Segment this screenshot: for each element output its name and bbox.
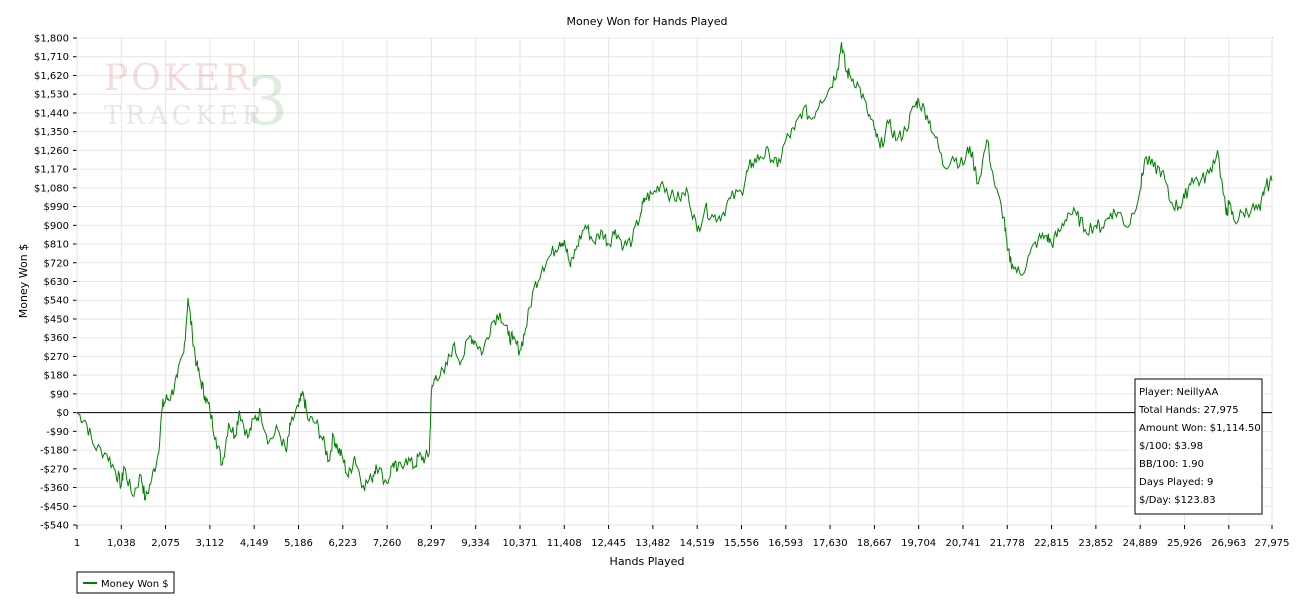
x-tick-label: 23,852 bbox=[1078, 538, 1113, 549]
stats-player: Player: NeillyAA bbox=[1139, 387, 1218, 398]
x-tick-label: 1,038 bbox=[107, 538, 136, 549]
y-tick-label: $0 bbox=[56, 408, 69, 419]
y-tick-label: -$450 bbox=[40, 502, 69, 513]
y-tick-label: $720 bbox=[44, 258, 69, 269]
logo-three-mark: 3 bbox=[246, 63, 288, 140]
x-tick-label: 22,815 bbox=[1034, 538, 1069, 549]
x-tick-label: 9,334 bbox=[461, 538, 490, 549]
x-tick-label: 8,297 bbox=[417, 538, 446, 549]
x-tick-label: 27,975 bbox=[1255, 538, 1290, 549]
x-tick-label: 18,667 bbox=[857, 538, 892, 549]
y-tick-label: $1,710 bbox=[34, 52, 69, 63]
legend-label: Money Won $ bbox=[101, 579, 169, 590]
money-won-line[interactable] bbox=[76, 42, 1273, 501]
x-tick-label: 16,593 bbox=[768, 538, 803, 549]
logo-poker-text: POKER bbox=[104, 58, 253, 99]
y-tick-label: $990 bbox=[44, 202, 69, 213]
stats-box: Player: NeillyAA Total Hands: 27,975 Amo… bbox=[1134, 378, 1263, 515]
x-tick-label: 24,889 bbox=[1123, 538, 1158, 549]
y-tick-label: -$270 bbox=[40, 464, 69, 475]
y-tick-label: $900 bbox=[44, 221, 69, 232]
stats-total-hands: Total Hands: 27,975 bbox=[1138, 405, 1239, 416]
y-tick-label: -$90 bbox=[46, 427, 69, 438]
y-tick-label: $1,440 bbox=[34, 108, 69, 119]
y-tick-label: $1,080 bbox=[34, 183, 69, 194]
y-tick-label: $540 bbox=[44, 296, 69, 307]
x-tick-label: 6,223 bbox=[328, 538, 357, 549]
y-tick-label: $1,350 bbox=[34, 127, 69, 138]
x-tick-label: 5,186 bbox=[284, 538, 313, 549]
stats-per-day: $/Day: $123.83 bbox=[1139, 495, 1216, 506]
y-axis-tick-labels: -$540 -$450 -$360 -$270 -$180 -$90 $0 $90 $180 $2… bbox=[34, 34, 69, 532]
logo-tracker-text: TRACKER bbox=[104, 101, 266, 131]
stats-amount-won: Amount Won: $1,114.50 bbox=[1139, 423, 1261, 434]
x-axis-title: Hands Played bbox=[610, 555, 685, 568]
y-tick-label: $630 bbox=[44, 277, 69, 288]
y-tick-label: $450 bbox=[44, 314, 69, 325]
x-tick-label: 10,371 bbox=[502, 538, 537, 549]
y-tick-label: $1,260 bbox=[34, 146, 69, 157]
x-tick-label: 26,963 bbox=[1211, 538, 1246, 549]
x-tick-label: 20,741 bbox=[945, 538, 980, 549]
y-tick-label: $1,530 bbox=[34, 90, 69, 101]
x-tick-label: 14,519 bbox=[680, 538, 715, 549]
x-tick-label: 13,482 bbox=[635, 538, 670, 549]
y-tick-label: $1,170 bbox=[34, 165, 69, 176]
y-tick-label: $1,620 bbox=[34, 71, 69, 82]
x-tick-label: 21,778 bbox=[990, 538, 1025, 549]
x-tick-label: 3,112 bbox=[196, 538, 225, 549]
x-tick-label: 4,149 bbox=[240, 538, 269, 549]
x-tick-label: 12,445 bbox=[591, 538, 626, 549]
x-tick-label: 2,075 bbox=[151, 538, 180, 549]
pokertracker-logo: POKER TRACKER 3 bbox=[104, 58, 288, 140]
grid-lines bbox=[73, 37, 1273, 529]
chart-title: Money Won for Hands Played bbox=[567, 15, 728, 28]
y-tick-label: $180 bbox=[44, 371, 69, 382]
x-tick-label: 17,630 bbox=[813, 538, 848, 549]
x-tick-label: 15,556 bbox=[724, 538, 759, 549]
x-tick-label: 25,926 bbox=[1167, 538, 1202, 549]
stats-bb-per-100: BB/100: 1.90 bbox=[1139, 459, 1204, 470]
y-tick-label: -$360 bbox=[40, 483, 69, 494]
y-tick-label: $1,800 bbox=[34, 34, 69, 45]
y-tick-label: -$180 bbox=[40, 446, 69, 457]
y-tick-label: $90 bbox=[50, 389, 69, 400]
x-axis-tick-labels: 1 1,038 2,075 3,112 4,149 5,186 6,223 7,260 8,29… bbox=[74, 538, 1290, 549]
stats-days-played: Days Played: 9 bbox=[1139, 477, 1213, 488]
legend[interactable]: Money Won $ bbox=[76, 571, 175, 594]
y-tick-label: -$540 bbox=[40, 521, 69, 532]
y-tick-label: $360 bbox=[44, 333, 69, 344]
stats-per-100: $/100: $3.98 bbox=[1139, 441, 1203, 452]
x-tick-label: 11,408 bbox=[547, 538, 582, 549]
x-tick-label: 7,260 bbox=[373, 538, 402, 549]
x-tick-label: 19,704 bbox=[901, 538, 936, 549]
y-axis-title: Money Won $ bbox=[17, 244, 30, 318]
y-tick-label: $270 bbox=[44, 352, 69, 363]
y-tick-label: $810 bbox=[44, 240, 69, 251]
x-tick-label: 1 bbox=[74, 538, 80, 549]
